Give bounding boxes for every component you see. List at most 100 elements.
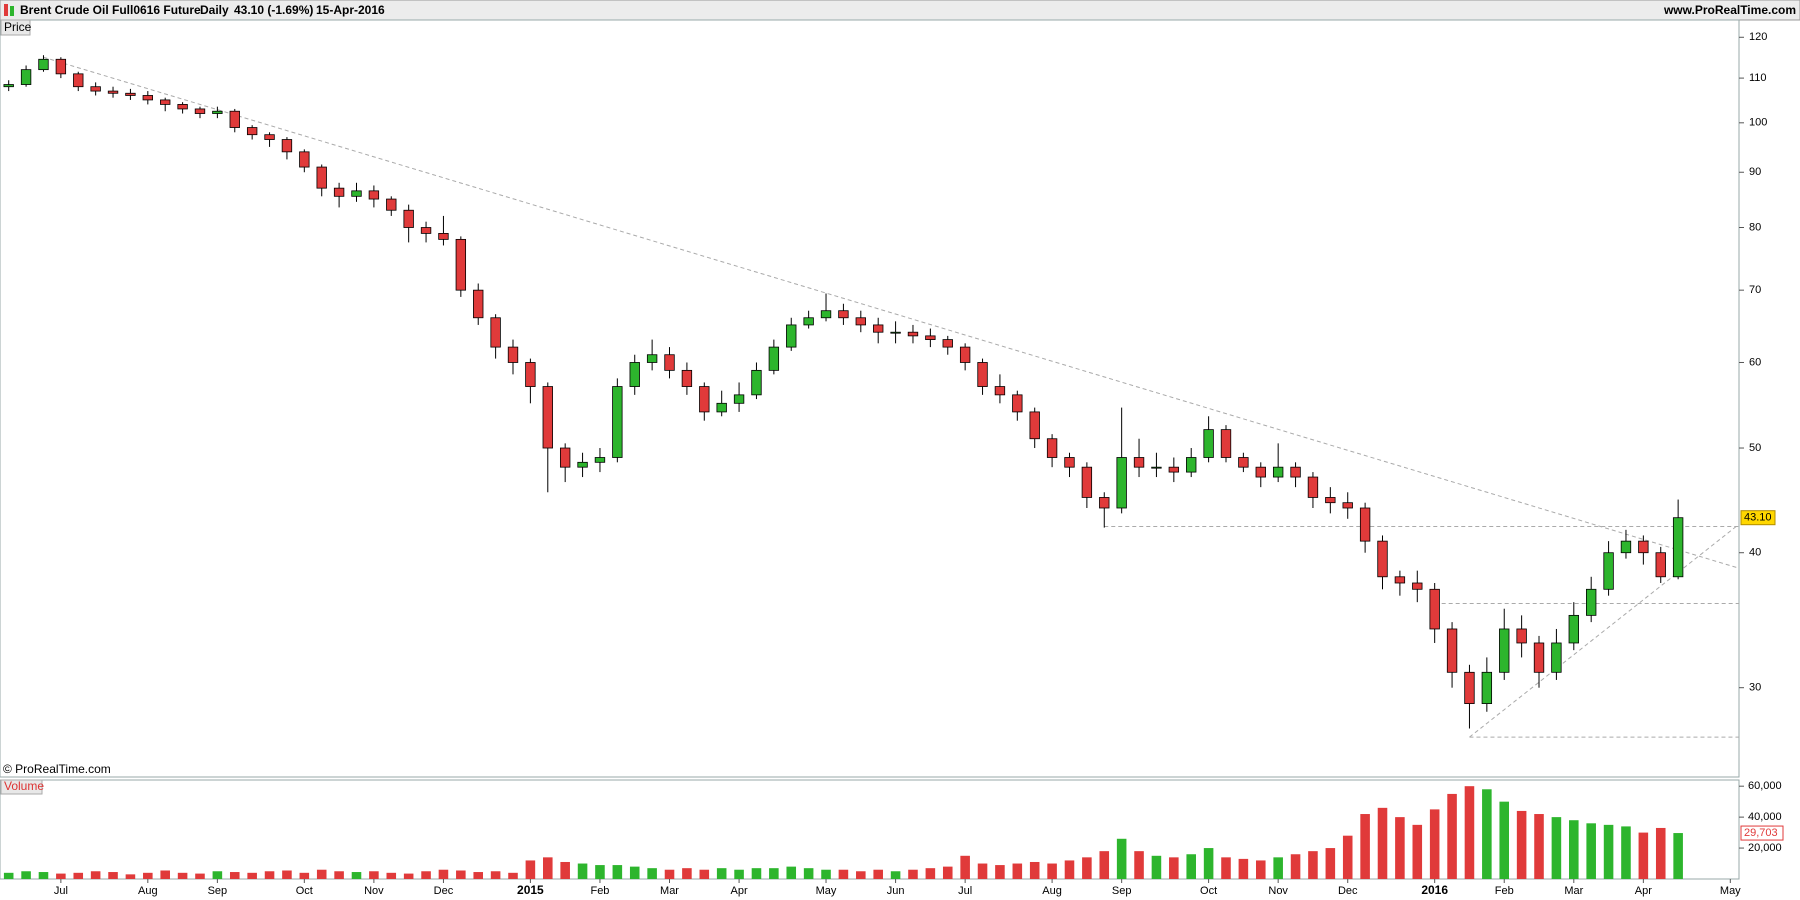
volume-bar: [334, 871, 344, 879]
candle-body: [699, 386, 710, 413]
x-tick-label: 2016: [1421, 883, 1448, 897]
candle-body: [1342, 502, 1353, 509]
candle-body: [246, 127, 258, 136]
candle-body: [664, 354, 675, 371]
candle-body: [1133, 457, 1145, 468]
candle-body: [1081, 466, 1093, 498]
x-tick-label: Feb: [590, 885, 609, 897]
volume-bar: [1012, 863, 1023, 879]
volume-bar: [299, 872, 310, 879]
logo: [4, 4, 8, 16]
x-tick-label: Jun: [887, 885, 905, 897]
volume-bar: [1342, 835, 1353, 879]
candle-body: [403, 209, 414, 228]
x-tick-label: Aug: [1042, 885, 1062, 897]
volume-bar: [421, 871, 431, 879]
candle-body: [473, 289, 484, 319]
candle-body: [559, 447, 571, 468]
x-tick-label: Nov: [1268, 885, 1288, 897]
candle-body: [229, 110, 240, 128]
candle-body: [1186, 457, 1197, 473]
x-tick-label: Dec: [434, 885, 454, 897]
volume-bar: [490, 871, 501, 879]
volume-bar: [908, 869, 918, 879]
candle-body: [768, 346, 780, 371]
candle-body: [90, 86, 101, 92]
volume-bar: [456, 870, 466, 879]
volume-bar: [786, 866, 797, 879]
candle-body: [646, 354, 658, 363]
candle-body: [1412, 582, 1423, 590]
candle-body: [629, 362, 640, 387]
x-tick-label: Nov: [364, 885, 384, 897]
candle-body: [1046, 438, 1058, 458]
trendline: [1469, 523, 1740, 738]
volume-bar: [212, 871, 223, 879]
candle-body: [716, 402, 727, 413]
candle-body: [959, 346, 971, 363]
last-volume-label: 29,703: [1744, 827, 1778, 839]
volume-bar: [525, 860, 536, 879]
panel-label: Volume: [4, 779, 44, 793]
candle-body: [368, 190, 380, 200]
y-tick-label: 30: [1749, 682, 1761, 694]
candle-body: [838, 310, 849, 319]
volume-bar: [890, 871, 901, 879]
panel-label: Price: [4, 20, 32, 34]
quote: 43.10 (-1.69%): [234, 3, 313, 17]
volume-bar: [1655, 827, 1666, 879]
volume-bar: [699, 869, 710, 879]
candle-body: [3, 84, 14, 88]
candle-body: [1307, 476, 1319, 498]
volume-bar: [3, 872, 14, 879]
volume-bar: [1290, 854, 1301, 879]
volume-bar: [1673, 833, 1683, 879]
y-tick-label: 110: [1749, 72, 1767, 84]
candle-body: [1551, 642, 1562, 673]
volume-bar: [143, 872, 153, 879]
y-tick-label: 90: [1749, 166, 1761, 178]
volume-bar: [1099, 851, 1110, 879]
candle-body: [1464, 671, 1475, 704]
volume-bar: [629, 866, 640, 879]
x-tick-label: Apr: [1635, 885, 1652, 897]
x-tick-label: Oct: [1200, 885, 1217, 897]
volume-bar: [369, 871, 379, 879]
candle-body: [1029, 411, 1040, 440]
volume-bar: [1499, 801, 1510, 879]
volume-bar: [351, 872, 362, 879]
volume-bar: [438, 869, 449, 879]
volume-bar: [1029, 861, 1040, 879]
volume-bar: [803, 868, 814, 879]
volume-bar: [73, 872, 84, 879]
x-tick-label: Oct: [296, 885, 313, 897]
volume-bar: [977, 863, 988, 879]
candle-body: [107, 90, 119, 94]
y-tick-label: 60: [1749, 356, 1761, 368]
candle-body: [1481, 671, 1493, 704]
candle-body: [1116, 457, 1127, 509]
candle-body: [1064, 457, 1075, 468]
candle-body: [751, 369, 762, 396]
candle-body: [1359, 507, 1371, 542]
candle-body: [38, 58, 49, 71]
candle-body: [351, 190, 362, 197]
volume-bar: [995, 865, 1005, 879]
candle-body: [542, 386, 553, 449]
candle-body: [1203, 429, 1214, 458]
volume-bar: [1447, 793, 1457, 879]
candle-body: [820, 310, 832, 319]
y-tick-label: 100: [1749, 117, 1767, 129]
candle-body: [855, 317, 866, 326]
candle-body: [942, 339, 953, 348]
volume-bar: [38, 872, 49, 879]
candle-body: [490, 317, 501, 348]
volume-bar: [1169, 857, 1179, 879]
volume-bar: [1534, 814, 1544, 879]
volume-bar: [264, 871, 275, 879]
candle-body: [1238, 457, 1249, 468]
volume-bar: [1638, 832, 1649, 879]
volume-bar: [942, 866, 953, 879]
